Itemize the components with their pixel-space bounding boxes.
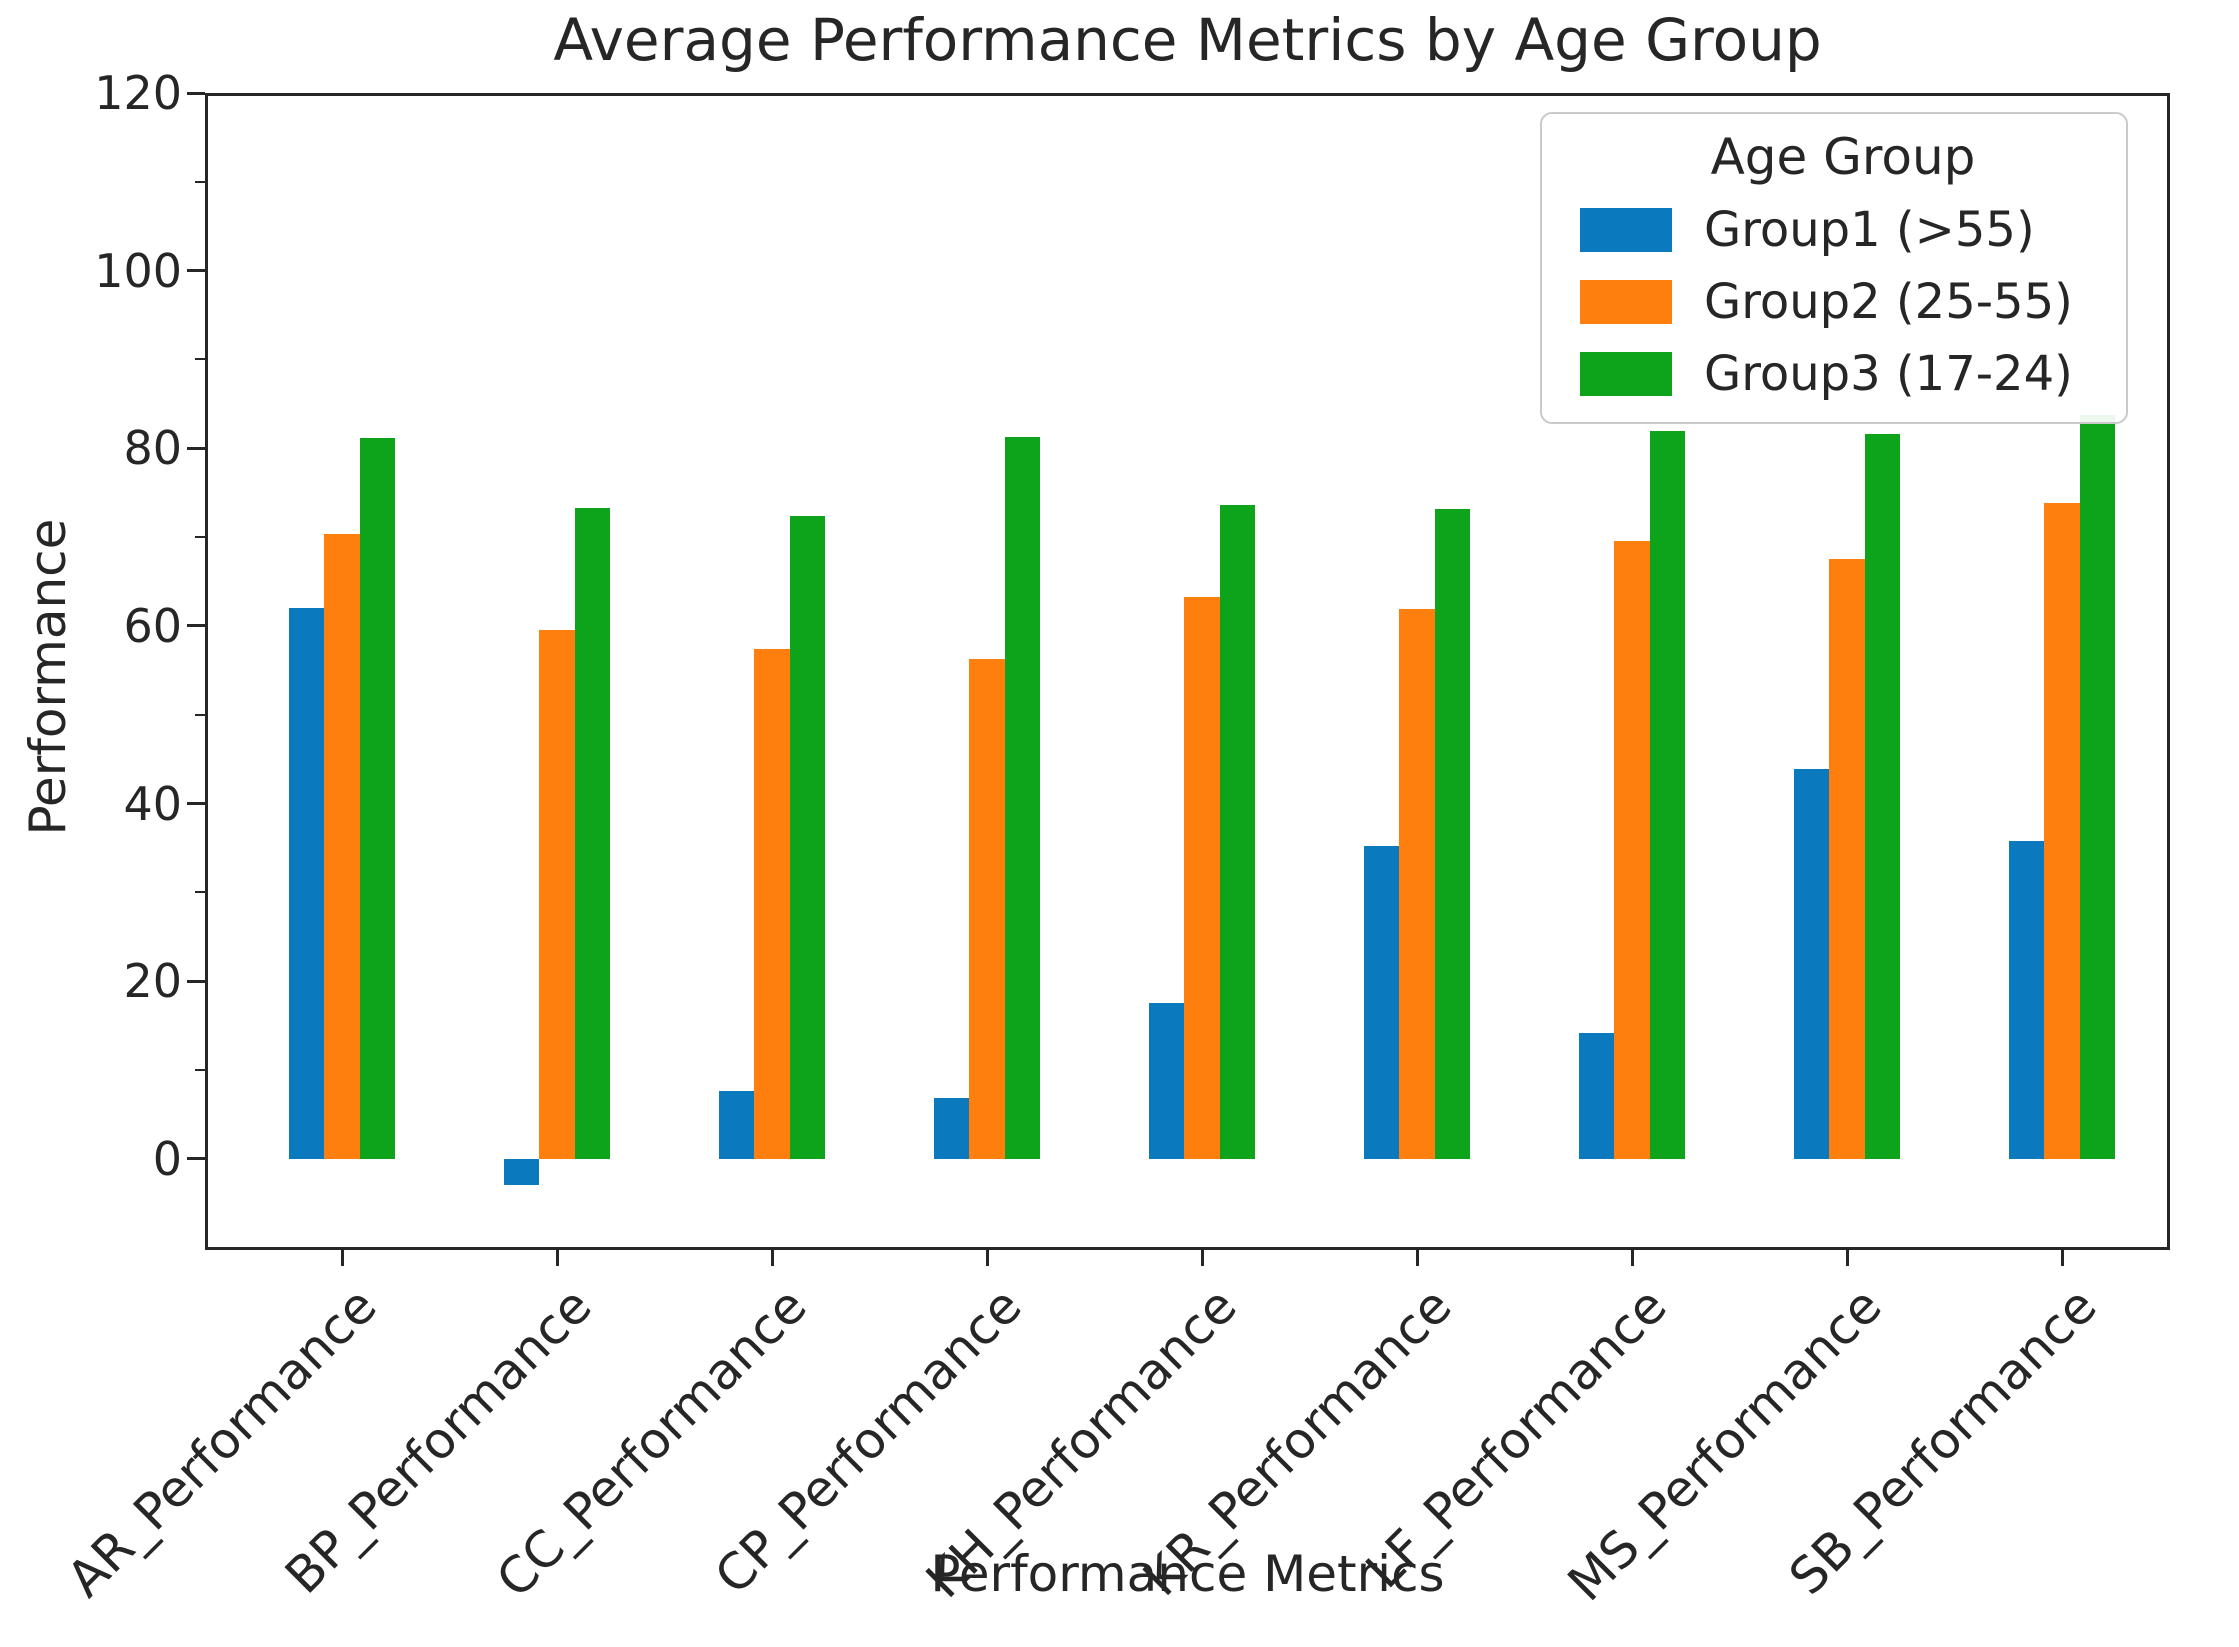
y-minor-tick <box>195 536 205 539</box>
y-tick <box>187 91 205 95</box>
bar-kh-series1 <box>1148 1003 1185 1159</box>
y-tick <box>187 624 205 628</box>
x-tick <box>2060 1250 2064 1266</box>
legend-row: Group2 (25-55) <box>1580 274 2106 330</box>
y-tick <box>187 1157 205 1161</box>
x-axis-label: Performance Metrics <box>930 1545 1445 1603</box>
legend-label: Group3 (17-24) <box>1704 346 2073 402</box>
legend-label: Group2 (25-55) <box>1704 274 2073 330</box>
bar-ms-series1 <box>1793 768 1830 1159</box>
bar-lf-series3 <box>1649 430 1686 1159</box>
x-tick <box>770 1250 774 1266</box>
y-tick-label: 80 <box>123 421 182 476</box>
legend-swatch-icon <box>1580 352 1672 396</box>
bar-cc-series1 <box>718 1091 755 1159</box>
x-tick <box>555 1250 559 1266</box>
x-tick <box>1630 1250 1634 1266</box>
bar-lf-series2 <box>1614 540 1650 1159</box>
y-tick-label: 60 <box>123 598 182 653</box>
bar-ar-series1 <box>288 608 325 1159</box>
bar-sb-series1 <box>2008 840 2045 1159</box>
bar-sb-series2 <box>2044 502 2080 1159</box>
bar-kr-series1 <box>1363 846 1400 1159</box>
y-tick-label: 40 <box>123 776 182 831</box>
legend-title: Age Group <box>1710 128 1976 186</box>
x-tick <box>1200 1250 1204 1266</box>
y-tick-label: 100 <box>94 243 182 298</box>
y-tick <box>187 979 205 983</box>
legend-label: Group1 (>55) <box>1704 202 2035 258</box>
bar-lf-series1 <box>1578 1032 1615 1159</box>
bar-cc-series2 <box>754 649 790 1159</box>
x-tick <box>340 1250 344 1266</box>
legend-row: Group1 (>55) <box>1580 202 2106 258</box>
bar-ms-series3 <box>1864 434 1901 1159</box>
bar-kh-series2 <box>1184 596 1220 1159</box>
legend-swatch-icon <box>1580 208 1672 252</box>
legend-swatch-icon <box>1580 280 1672 324</box>
bar-cc-series3 <box>789 515 826 1159</box>
legend: Age Group Group1 (>55) Group2 (25-55) Grou… <box>1540 112 2128 424</box>
chart-title: Average Performance Metrics by Age Group <box>553 6 1822 74</box>
y-minor-tick <box>195 180 205 183</box>
y-tick-label: 0 <box>152 1131 182 1186</box>
y-minor-tick <box>195 891 205 894</box>
bar-bp-series2 <box>539 630 575 1159</box>
bar-kr-series3 <box>1434 508 1471 1159</box>
bar-ar-series3 <box>359 437 396 1159</box>
legend-row: Group3 (17-24) <box>1580 346 2106 402</box>
x-tick <box>985 1250 989 1266</box>
bar-cp-series1 <box>933 1097 970 1159</box>
bar-cp-series2 <box>969 658 1005 1159</box>
bar-kh-series3 <box>1219 505 1256 1159</box>
bar-bp-series1 <box>503 1158 540 1185</box>
y-minor-tick <box>195 358 205 361</box>
bar-ar-series2 <box>324 533 360 1159</box>
x-tick <box>1845 1250 1849 1266</box>
y-tick <box>187 802 205 806</box>
legend-rows: Group1 (>55) Group2 (25-55) Group3 (17-24) <box>1580 202 2106 402</box>
bar-kr-series2 <box>1399 609 1435 1159</box>
x-tick <box>1415 1250 1419 1266</box>
y-minor-tick <box>195 1069 205 1072</box>
y-tick <box>187 446 205 450</box>
y-tick <box>187 269 205 273</box>
bar-sb-series3 <box>2079 415 2116 1159</box>
y-tick-label: 20 <box>123 954 182 1009</box>
bar-ms-series2 <box>1829 559 1865 1159</box>
bar-cp-series3 <box>1004 436 1041 1159</box>
y-tick-label: 120 <box>94 66 182 120</box>
y-minor-tick <box>195 713 205 716</box>
bar-bp-series3 <box>574 507 611 1159</box>
